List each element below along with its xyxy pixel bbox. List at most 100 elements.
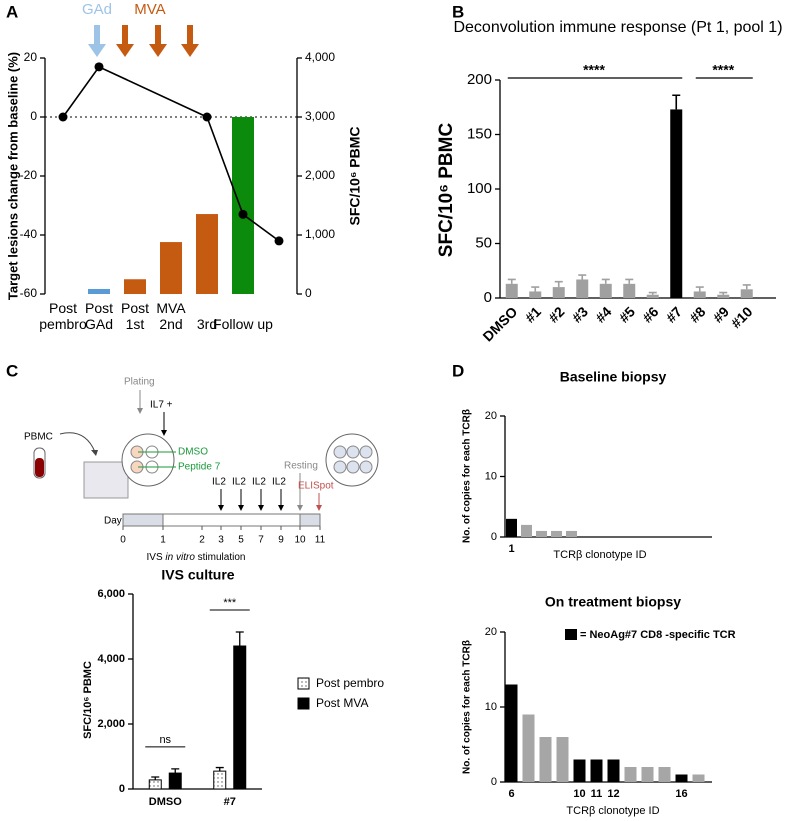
arrow [220, 489, 282, 508]
y-tick-label: 0 [305, 286, 312, 300]
day-label: 11 [315, 535, 326, 546]
axis-title: SFC/10⁶ PBMC [347, 126, 363, 225]
significance-label: ns [159, 734, 171, 746]
annotation: GAd [82, 1, 112, 18]
schematic-label: IL2 [212, 477, 226, 488]
significance-label: *** [223, 597, 237, 609]
annotation-arrow-head [149, 44, 167, 57]
schematic-label: PBMC [24, 432, 53, 443]
y-tick-label: 1,000 [305, 227, 335, 241]
x-tick-label: Post 1st [120, 300, 149, 332]
x-tick-label: 3rd [196, 316, 218, 332]
y-tick-label: 4,000 [305, 50, 335, 64]
significance-label: **** [712, 62, 734, 78]
y-tick-label: 6,000 [97, 588, 125, 600]
legend-label: Post MVA [316, 696, 368, 710]
annotation-arrow-head [116, 44, 134, 57]
line-point [58, 112, 68, 122]
axis-title: TCRβ clonotype ID [553, 549, 646, 561]
y-tick-label: 200 [467, 71, 492, 88]
arrow-head [218, 505, 224, 511]
error-bar [215, 766, 224, 772]
y-tick-label: -20 [20, 168, 38, 182]
y-tick-label: 2,000 [305, 168, 335, 182]
legend-label: Post pembro [316, 676, 384, 690]
y-tick-label: -40 [20, 227, 38, 241]
x-tick-label: #6 [639, 303, 661, 325]
significance-label: **** [583, 62, 605, 78]
bar [675, 774, 688, 782]
arrow-head [161, 430, 167, 436]
bar [522, 714, 535, 782]
bar [607, 759, 620, 782]
error-bar [171, 768, 180, 774]
bar [160, 242, 182, 294]
bar [168, 772, 182, 790]
bar [693, 291, 706, 298]
panel-letter: D [452, 361, 464, 380]
day-label: 1 [160, 535, 166, 546]
schematic-label: Peptide 7 [178, 462, 221, 473]
panel-letter: C [6, 361, 18, 380]
y-tick-label: 20 [485, 410, 497, 422]
error-bar [554, 280, 563, 288]
bar [539, 737, 552, 782]
bar [740, 289, 753, 298]
y-tick-label: 0 [491, 776, 497, 788]
bar [536, 530, 547, 537]
y-tick-label: 3,000 [305, 109, 335, 123]
line-point [274, 236, 284, 246]
bar [506, 518, 517, 537]
x-tick-label: #7 [224, 796, 236, 808]
schematic-label: ELISpot [298, 481, 334, 492]
arrow-head [137, 408, 143, 414]
axis-title: No. of copies for each TCRβ [462, 409, 473, 543]
x-tick-label: #2 [545, 303, 567, 325]
bar [505, 684, 518, 782]
y-tick-label: 10 [485, 470, 497, 482]
x-tick-label: 10 [573, 788, 585, 800]
plate [83, 461, 129, 499]
bar [692, 774, 705, 782]
bar [521, 524, 532, 537]
schematic-label: IL2 [272, 477, 286, 488]
schematic: Plating IL7 + PBMC DMSO Peptide 7 IL2 IL… [24, 377, 379, 563]
timeline-shade [299, 513, 321, 527]
error-bar [672, 94, 681, 110]
error-bar [719, 291, 728, 295]
timeline-ticks [122, 526, 321, 530]
annotation-arrow-head [181, 44, 199, 57]
x-tick-label: #1 [522, 303, 544, 325]
schematic-label: IL2 [232, 477, 246, 488]
legend-swatch [565, 629, 577, 640]
caption-part: stimulation [198, 552, 246, 563]
x-tick-label: #10 [728, 303, 756, 331]
panel-letter: B [452, 2, 464, 21]
wells [333, 445, 373, 474]
x-tick-label: #7 [663, 303, 685, 325]
legend-swatch [297, 677, 310, 690]
arrow-head [258, 505, 264, 511]
axis-title: SFC/10⁶ PBMC [82, 661, 94, 739]
line-point [202, 112, 212, 122]
bar [552, 287, 565, 298]
schematic-label: IL7 + [150, 400, 173, 411]
bar [556, 737, 569, 782]
bar [505, 283, 518, 298]
error-bar [625, 278, 634, 284]
schematic-label: Plating [124, 377, 155, 388]
bar [717, 294, 730, 298]
arrow-head [278, 505, 284, 511]
schematic-label: IL2 [252, 477, 266, 488]
bar [148, 779, 162, 790]
bar [573, 759, 586, 782]
error-bar [531, 286, 540, 292]
bar [213, 770, 227, 790]
error-bar [235, 631, 244, 646]
day-label: 5 [238, 535, 244, 546]
bar [576, 279, 589, 298]
y-tick-label: 0 [491, 531, 497, 543]
magnifier [325, 433, 379, 487]
